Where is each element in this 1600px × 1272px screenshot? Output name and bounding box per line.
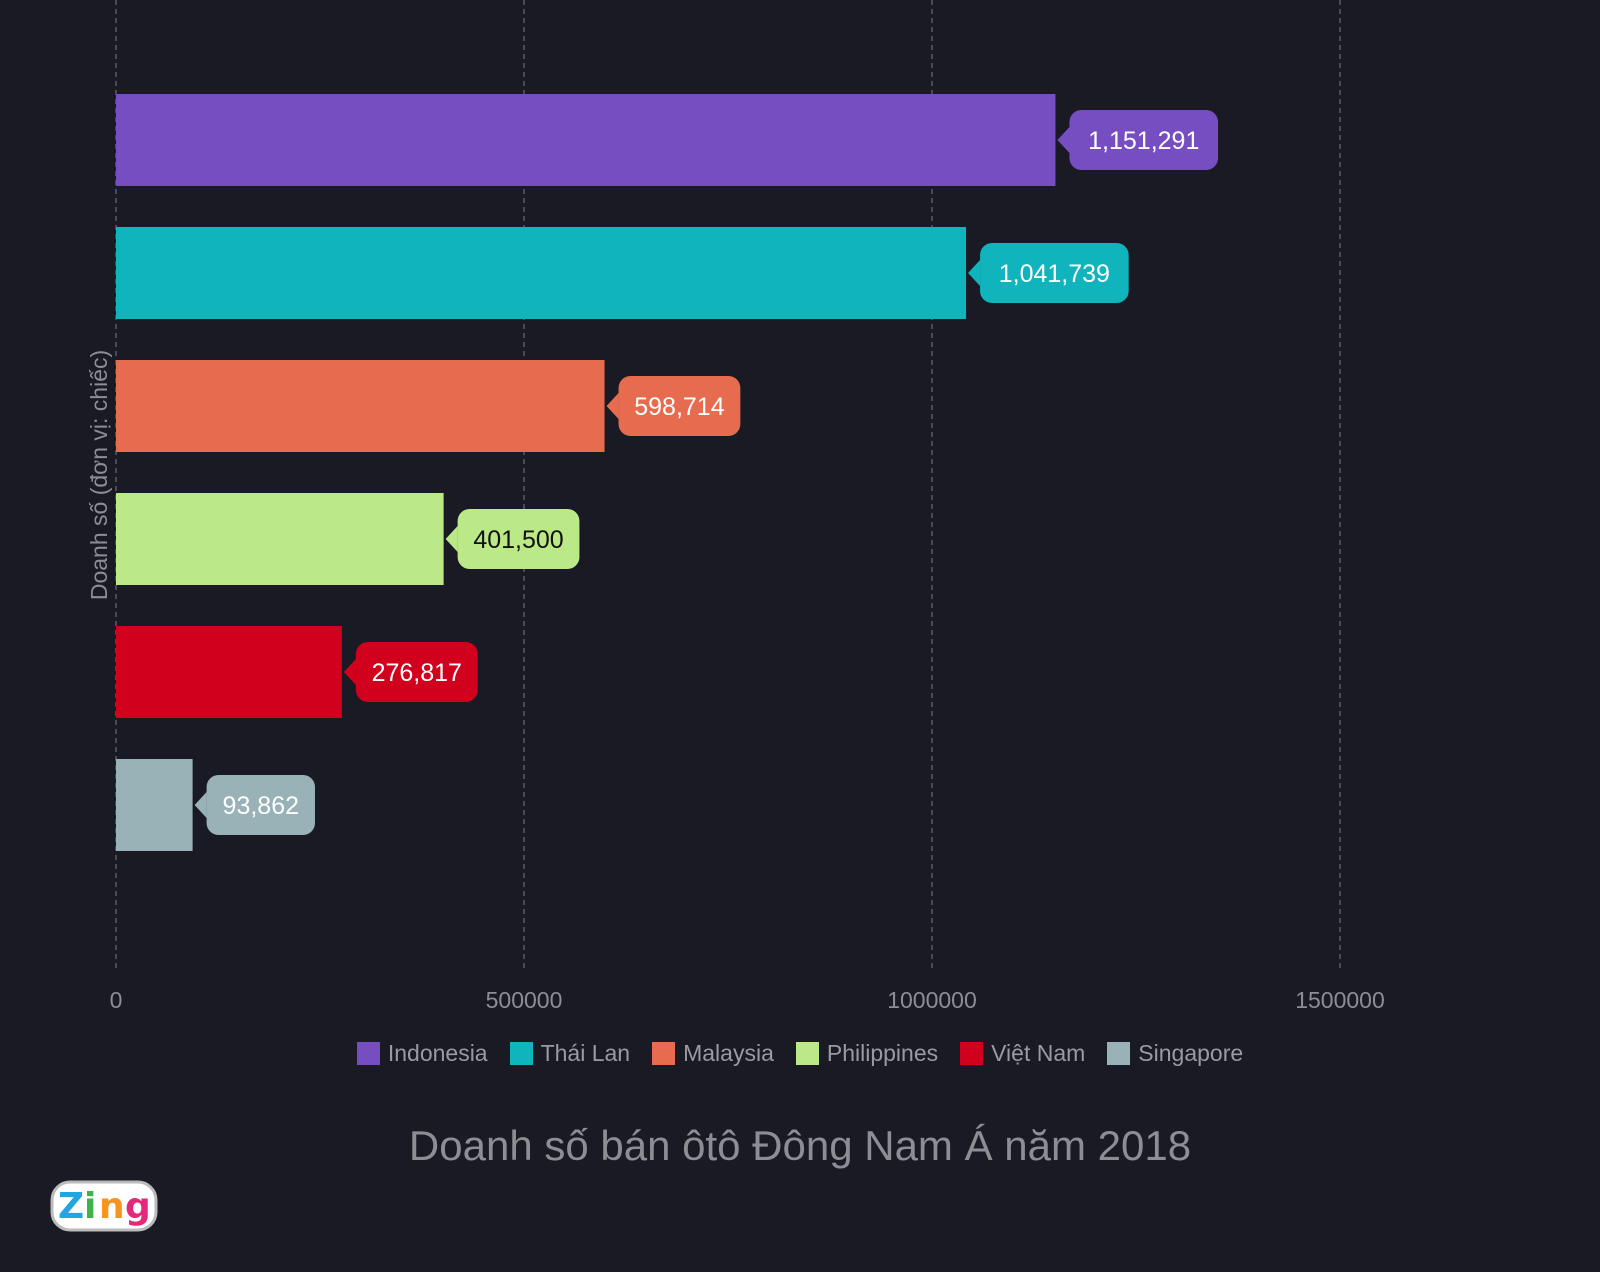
legend: Indonesia Thái Lan Malaysia Philippines Việt… — [0, 1040, 1600, 1067]
data-label-pointer — [445, 526, 458, 552]
data-label: 1,041,739 — [999, 260, 1110, 288]
x-tick-label: 0 — [110, 987, 123, 1013]
zing-logo: Z i n g — [50, 1180, 158, 1232]
x-tick-label: 1000000 — [887, 987, 977, 1013]
legend-item[interactable]: Việt Nam — [960, 1040, 1085, 1067]
legend-item[interactable]: Malaysia — [652, 1040, 774, 1067]
data-label-pointer — [606, 393, 619, 419]
data-label: 1,151,291 — [1088, 127, 1199, 155]
chart-title: Doanh số bán ôtô Đông Nam Á năm 2018 — [408, 1122, 1192, 1169]
legend-swatch — [1107, 1042, 1131, 1065]
legend-label: Malaysia — [683, 1040, 774, 1066]
bar — [116, 360, 605, 452]
legend-item[interactable]: Thái Lan — [509, 1040, 631, 1067]
legend-item[interactable]: Indonesia — [356, 1040, 488, 1067]
svg-text:i: i — [84, 1186, 96, 1227]
legend-label: Việt Nam — [991, 1040, 1086, 1066]
data-label: 93,862 — [223, 792, 299, 820]
data-label-box — [1069, 110, 1219, 170]
data-label-pointer — [1057, 127, 1070, 153]
bar — [116, 94, 1056, 186]
data-label: 276,817 — [372, 659, 462, 687]
legend-swatch — [356, 1042, 380, 1065]
bar — [116, 626, 342, 718]
bar — [116, 227, 967, 319]
bar — [116, 493, 444, 585]
legend-label: Thái Lan — [540, 1040, 631, 1066]
y-axis-label: Doanh số (đơn vị: chiếc) — [86, 350, 112, 600]
x-tick-label: 1500000 — [1295, 987, 1385, 1013]
data-label: 401,500 — [473, 526, 563, 554]
svg-text:n: n — [99, 1186, 125, 1227]
x-tick-label: 500000 — [486, 987, 563, 1013]
legend-label: Indonesia — [387, 1040, 488, 1066]
legend-swatch — [652, 1042, 676, 1065]
data-label-pointer — [968, 260, 981, 286]
data-label-box — [618, 376, 741, 436]
data-label-pointer — [194, 792, 207, 818]
data-label: 598,714 — [634, 393, 724, 421]
legend-label: Philippines — [826, 1040, 939, 1066]
data-label-box — [457, 509, 580, 569]
legend-item[interactable]: Philippines — [795, 1040, 939, 1067]
bar — [116, 759, 193, 851]
legend-swatch — [795, 1042, 819, 1065]
svg-text:g: g — [125, 1186, 151, 1227]
svg-text:Z: Z — [58, 1186, 84, 1227]
data-label-box — [980, 243, 1129, 303]
bar-chart: 0 500000 1000000 1500000 Doanh số (đơn vị: c… — [86, 0, 1385, 1013]
legend-swatch — [509, 1042, 533, 1065]
legend-item[interactable]: Singapore — [1107, 1040, 1243, 1067]
data-label-box — [355, 642, 478, 702]
data-label-pointer — [343, 659, 356, 685]
legend-swatch — [960, 1042, 984, 1065]
data-label-box — [206, 775, 315, 835]
legend-label: Singapore — [1138, 1040, 1244, 1066]
